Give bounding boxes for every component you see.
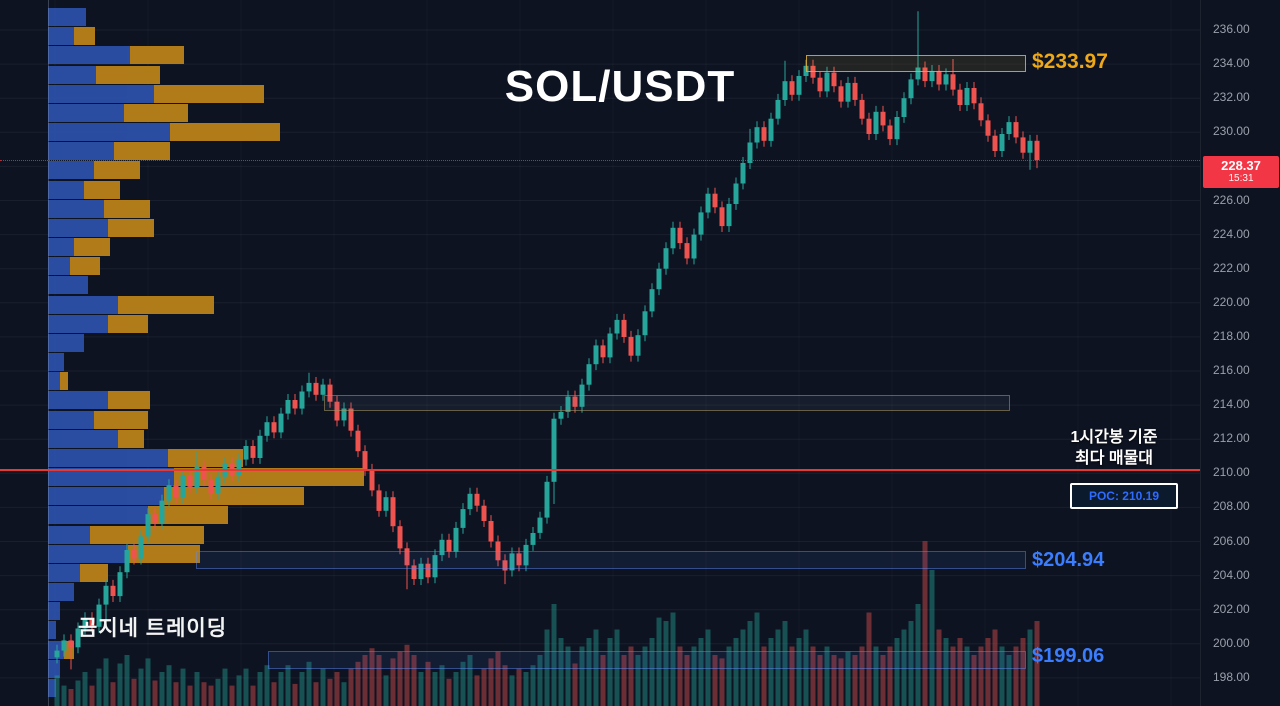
volume-profile-row: [48, 142, 170, 161]
price-axis-label: 200.00: [1213, 635, 1250, 650]
poc-note-line1: 1시간봉 기준: [1070, 429, 1158, 446]
volume-profile-row: [48, 199, 150, 218]
symbol-title: SOL/USDT: [504, 62, 736, 111]
price-axis-label: 230.00: [1213, 124, 1250, 139]
price-axis-label: 198.00: [1213, 669, 1250, 684]
grid-lines: [0, 29, 1200, 679]
volume-profile-row: [48, 583, 74, 602]
volume-profile-row: [48, 391, 150, 410]
volume-profile: [48, 8, 364, 697]
support1-price-label: $204.94: [1032, 549, 1105, 571]
volume-profile-row: [48, 372, 68, 391]
volume-profile-row: [48, 679, 56, 697]
price-axis[interactable]: 236.00 234.00 232.00 230.00 226.00 224.00 222.…: [1200, 0, 1280, 706]
volume-profile-row: [48, 257, 100, 276]
volume-profile-row: [48, 103, 188, 122]
price-axis-label: 204.00: [1213, 567, 1250, 582]
current-price-value: 228.37: [1221, 158, 1261, 173]
price-axis-label: 202.00: [1213, 601, 1250, 616]
poc-annotation-note: 1시간봉 기준 최다 매물대: [1048, 427, 1180, 469]
volume-profile-row: [48, 46, 184, 65]
price-axis-label: 210.00: [1213, 465, 1250, 480]
price-axis-label: 222.00: [1213, 260, 1250, 275]
volume-profile-row: [48, 506, 228, 525]
price-axis-label: 214.00: [1213, 397, 1250, 412]
current-price-dotted-line: [0, 160, 1200, 161]
poc-note-line2: 최다 매물대: [1074, 450, 1154, 467]
volume-profile-row: [48, 659, 60, 678]
poc-price-line: [0, 469, 1200, 471]
price-axis-label: 206.00: [1213, 533, 1250, 548]
volume-profile-row: [48, 602, 60, 621]
price-axis-label: 232.00: [1213, 90, 1250, 105]
volume-profile-row: [48, 468, 364, 487]
volume-profile-row: [48, 123, 280, 141]
support2-price-label: $199.06: [1032, 645, 1105, 667]
volume-profile-row: [48, 84, 264, 103]
poc-value-box: POC: 210.19: [1070, 483, 1178, 509]
volume-profile-row: [48, 333, 84, 352]
price-axis-label: 234.00: [1213, 56, 1250, 71]
price-axis-label: 236.00: [1213, 22, 1250, 36]
resistance-price-label: $233.97: [1032, 50, 1108, 73]
volume-profile-row: [48, 238, 110, 256]
volume-profile-row: [48, 410, 148, 429]
support-zone-box-2: [268, 651, 1026, 669]
volume-profile-row: [48, 295, 214, 314]
current-price-badge: 228.37 15:31: [1203, 156, 1279, 188]
volume-profile-row: [48, 8, 86, 26]
volume-profile-row: [48, 487, 304, 506]
volume-profile-row: [48, 448, 243, 467]
volume-profile-row: [48, 563, 108, 582]
volume-profile-row: [48, 65, 160, 84]
price-axis-label: 220.00: [1213, 294, 1250, 309]
resistance-zone-box: [806, 55, 1026, 72]
volume-profile-row: [48, 640, 74, 659]
volume-profile-row: [48, 429, 144, 448]
price-axis-label: 212.00: [1213, 431, 1250, 446]
volume-profile-row: [48, 27, 95, 46]
profile-anchor-line: [48, 0, 49, 706]
price-axis-label: 216.00: [1213, 363, 1250, 377]
price-axis-label: 218.00: [1213, 328, 1250, 343]
volume-profile-row: [48, 180, 120, 199]
watermark: 곰지네 트레이딩: [78, 617, 228, 640]
volume-profile-row: [48, 161, 140, 180]
mid-level-zone-box: [324, 395, 1010, 411]
volume-profile-row: [48, 353, 64, 372]
price-axis-label: 224.00: [1213, 226, 1250, 241]
volume-profile-row: [48, 314, 148, 333]
volume-profile-row: [48, 621, 56, 640]
volume-profile-row: [48, 544, 200, 563]
candlestick-chart-canvas[interactable]: [0, 0, 1200, 706]
price-axis-label: 208.00: [1213, 499, 1250, 514]
price-axis-label: 226.00: [1213, 192, 1250, 207]
volume-profile-row: [48, 276, 88, 295]
volume-profile-row: [48, 218, 154, 237]
support-zone-box-1: [196, 551, 1026, 569]
current-price-time: 15:31: [1228, 173, 1254, 184]
